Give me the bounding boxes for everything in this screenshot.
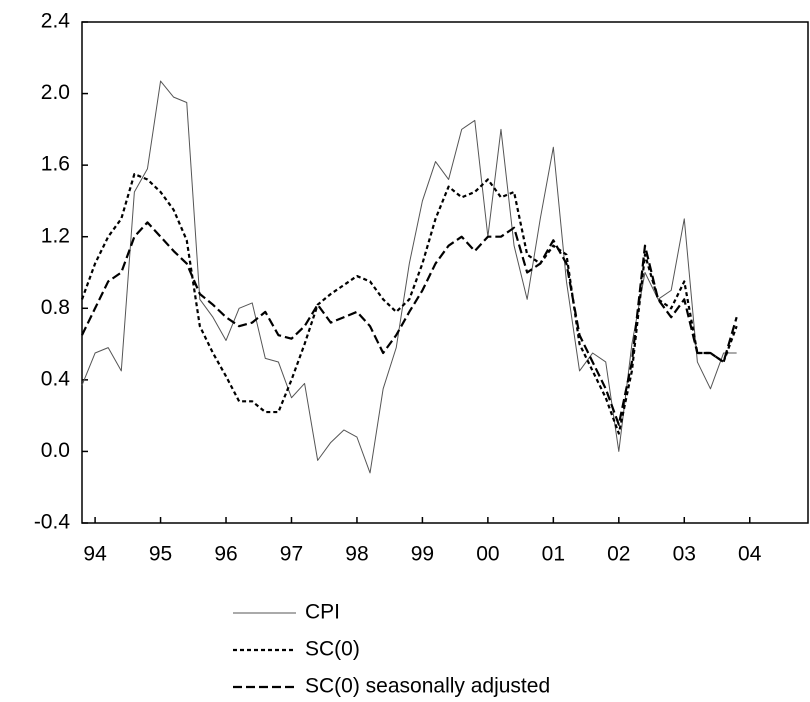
y-tick-label: 0.8: [41, 296, 70, 319]
series-line: [81, 221, 738, 426]
y-tick-label: 0.0: [41, 439, 70, 462]
x-tick-label: 00: [476, 543, 499, 566]
series-line: [80, 172, 738, 435]
y-tick-label: 0.4: [41, 367, 71, 390]
y-tick-label: 2.4: [41, 10, 71, 33]
x-tick-label: 95: [149, 543, 172, 566]
x-tick-label: 96: [214, 543, 237, 566]
y-tick-label: -0.4: [34, 511, 71, 534]
x-tick-label: 99: [411, 543, 434, 566]
x-tick-label: 02: [607, 543, 630, 566]
x-tick-label: 04: [738, 543, 762, 566]
legend-label: CPI: [305, 601, 340, 624]
x-tick-label: 94: [83, 543, 107, 566]
plot-frame: [81, 21, 809, 524]
x-tick-label: 01: [542, 543, 565, 566]
x-tick-label: 97: [280, 543, 303, 566]
x-tick-label: 03: [673, 543, 696, 566]
x-tick-label: 98: [345, 543, 368, 566]
legend-label: SC(0) seasonally adjusted: [305, 675, 550, 698]
y-tick-label: 1.2: [41, 224, 70, 247]
legend-label: SC(0): [305, 638, 360, 661]
y-tick-label: 2.0: [41, 81, 70, 104]
y-tick-label: 1.6: [41, 153, 70, 176]
